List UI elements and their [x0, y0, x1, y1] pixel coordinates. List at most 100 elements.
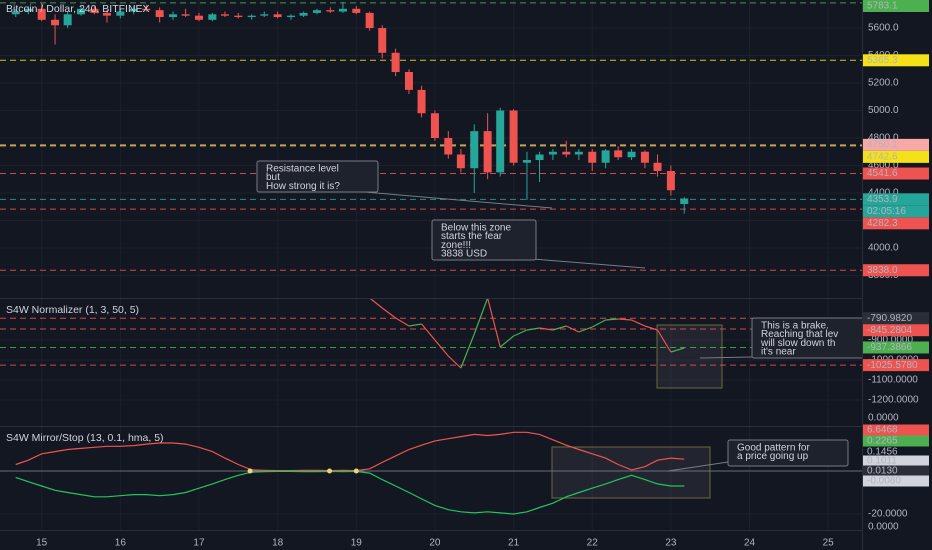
y-tick-label: -20.0000: [868, 509, 908, 520]
indicator-segment: [526, 327, 540, 331]
callout-text: it's near: [761, 346, 796, 357]
level-label-bg: [863, 150, 929, 163]
y-tick-label: 0.0000: [868, 522, 899, 533]
signal-marker: [353, 468, 359, 474]
indicator-segment: [578, 326, 593, 333]
indicator-segment: [381, 307, 396, 319]
y-tick-label: 5000.0: [868, 105, 899, 116]
candle-body: [417, 89, 426, 114]
candle-body: [260, 14, 269, 16]
candle-body: [273, 14, 282, 18]
y-tick-label: 0.0000: [868, 413, 899, 424]
pane-title: S4W Mirror/Stop (13, 0.1, hma, 5): [6, 432, 164, 444]
callout-box: [431, 219, 537, 261]
candle-body: [588, 151, 597, 163]
x-tick-label: 20: [429, 538, 441, 549]
candle-body: [601, 150, 610, 163]
level-label-bg: [863, 193, 929, 206]
level-label: -1025.5780: [867, 360, 918, 371]
side-label-bg: [863, 455, 929, 467]
candle-body: [63, 14, 72, 26]
candle-body: [102, 12, 111, 16]
candle-body: [312, 10, 321, 13]
y-tick-label: -900.0000: [868, 335, 913, 346]
mirror-pane: [0, 431, 862, 515]
level-label: -937.3866: [867, 342, 912, 353]
level-label: 4750.1: [867, 140, 898, 151]
x-tick-label: 21: [508, 538, 520, 549]
level-label: 4742.6: [867, 152, 898, 163]
callout-text: How strong it is?: [266, 181, 340, 192]
indicator-segment: [473, 298, 489, 335]
candle-body: [666, 170, 675, 191]
level-label: 5365.3: [867, 55, 898, 66]
normalizer-pane: [0, 298, 862, 389]
indicator-segment: [631, 319, 646, 327]
candle-body: [444, 138, 453, 155]
callout-text: Below this zone: [441, 223, 511, 234]
callout-box: [727, 439, 849, 467]
callout-text: This is a brake.: [761, 321, 829, 332]
candle-body: [365, 12, 374, 29]
side-label: 6.6468: [867, 425, 898, 436]
candle-body: [483, 131, 492, 173]
candle-body: [653, 162, 662, 171]
candle-body: [352, 8, 361, 13]
signal-marker: [327, 468, 333, 474]
candle-body: [37, 8, 46, 20]
candle-body: [326, 10, 335, 12]
candle-body: [496, 110, 505, 173]
indicator-line: [15, 431, 685, 472]
x-tick-label: 16: [115, 538, 127, 549]
candle-body: [234, 15, 243, 18]
candle-body: [391, 52, 400, 73]
candle-body: [430, 113, 439, 139]
y-tick-label: -1100.0000: [868, 375, 918, 386]
level-label: -845.2804: [867, 325, 912, 336]
callout-box: [256, 160, 379, 193]
indicator-segment: [447, 355, 462, 369]
candle-body: [509, 110, 518, 163]
level-label-bg: [863, 341, 929, 354]
price-pane: [0, 1, 862, 271]
level-label: 4541.6: [867, 168, 898, 179]
signal-marker: [247, 468, 253, 474]
indicator-segment: [395, 317, 410, 327]
candle-body: [247, 15, 256, 18]
candle-body: [470, 131, 479, 169]
level-label-bg: [863, 312, 929, 325]
countdown: 02:05:16: [867, 206, 906, 217]
callout-text: starts the fear: [441, 231, 503, 242]
indicator-segment: [513, 329, 528, 337]
callout-text: Reaching that lev: [761, 329, 838, 340]
level-label-bg: [863, 359, 929, 372]
pane-title: S4W Normalizer (1, 3, 50, 5): [6, 304, 139, 316]
callout-line: [519, 257, 646, 269]
time-axis: 15 16 17 18 19 20 21 22 23 24 25: [36, 538, 834, 549]
callout-text: Resistance level: [266, 164, 339, 175]
candle-body: [220, 14, 229, 16]
candle-body: [574, 151, 583, 155]
callout-text: but: [266, 172, 280, 183]
level-label-bg: [863, 0, 929, 12]
level-label-bg: [863, 324, 929, 337]
side-label-bg: [863, 435, 929, 447]
candle-body: [142, 8, 151, 11]
x-tick-label: 17: [193, 538, 205, 549]
callout-line: [699, 356, 753, 359]
candle-body: [11, 11, 20, 15]
x-tick-label: 23: [665, 538, 677, 549]
candle-body: [287, 15, 296, 18]
callout-text: a price going up: [737, 451, 809, 462]
candle-body: [155, 10, 164, 18]
candle-body: [456, 154, 465, 169]
candle-body: [680, 198, 689, 204]
y-tick-label: 4800.0: [868, 133, 899, 144]
side-label: -0.0080: [867, 476, 901, 487]
callout-line: [364, 191, 553, 209]
indicator-segment: [499, 335, 514, 348]
x-tick-label: 18: [272, 538, 284, 549]
